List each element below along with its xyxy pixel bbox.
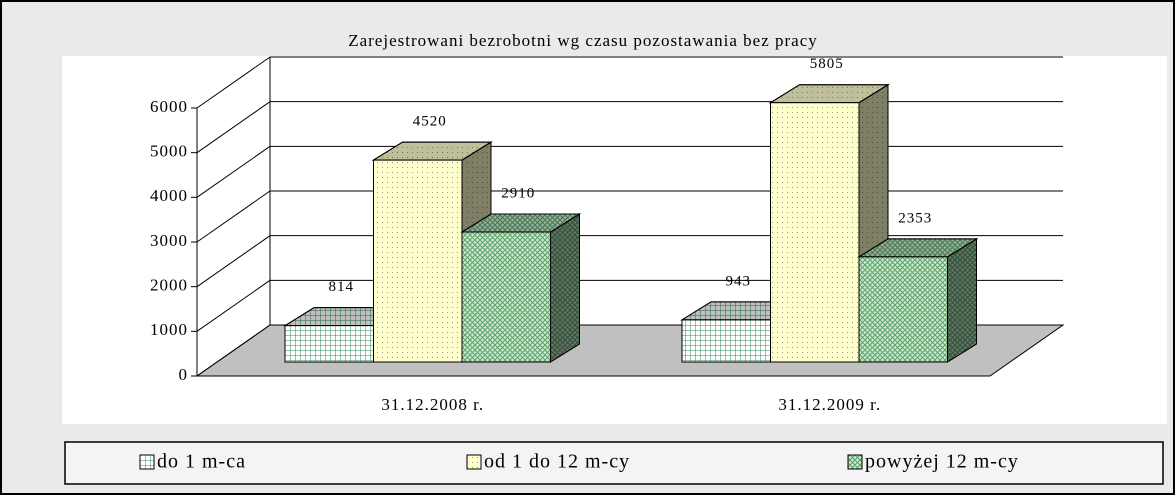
value-label: 5805 xyxy=(810,56,844,72)
legend-swatch xyxy=(139,454,155,470)
y-tick-label: 2000 xyxy=(150,276,188,295)
bar xyxy=(681,319,771,363)
grid-line xyxy=(196,324,271,377)
legend-label: do 1 m-ca xyxy=(157,451,246,473)
y-tick-label: 6000 xyxy=(150,97,188,116)
y-tick-label: 4000 xyxy=(150,186,188,205)
bar-side-shade xyxy=(947,238,977,363)
value-label: 2910 xyxy=(501,185,535,201)
legend-label: od 1 do 12 m-cy xyxy=(484,451,630,473)
legend-swatch xyxy=(466,454,482,470)
bar-side-shade xyxy=(550,213,580,363)
bar xyxy=(373,159,463,363)
bar xyxy=(770,102,860,363)
grid-line xyxy=(196,56,271,109)
chart-title: Zarejestrowani bezrobotni wg czasu pozos… xyxy=(348,31,818,50)
value-label: 2353 xyxy=(898,210,932,226)
value-label: 943 xyxy=(726,273,752,289)
bar xyxy=(858,256,948,363)
y-tick-label: 1000 xyxy=(150,320,188,339)
value-label: 4520 xyxy=(413,114,447,130)
grid-line xyxy=(196,145,271,198)
bar xyxy=(461,231,551,363)
grid-line xyxy=(196,101,271,154)
x-tick-label: 31.12.2008 r. xyxy=(381,395,484,414)
legend-swatch xyxy=(847,454,863,470)
y-tick-label: 0 xyxy=(179,365,189,384)
legend xyxy=(64,441,1164,485)
grid-line xyxy=(196,235,271,288)
x-tick-label: 31.12.2009 r. xyxy=(778,395,881,414)
grid-line xyxy=(196,190,271,243)
value-label: 814 xyxy=(329,279,355,295)
grid-line xyxy=(196,279,271,332)
bar xyxy=(284,325,374,363)
legend-label: powyżej 12 m-cy xyxy=(865,451,1019,473)
y-tick-label: 3000 xyxy=(150,231,188,250)
y-tick-label: 5000 xyxy=(150,142,188,161)
